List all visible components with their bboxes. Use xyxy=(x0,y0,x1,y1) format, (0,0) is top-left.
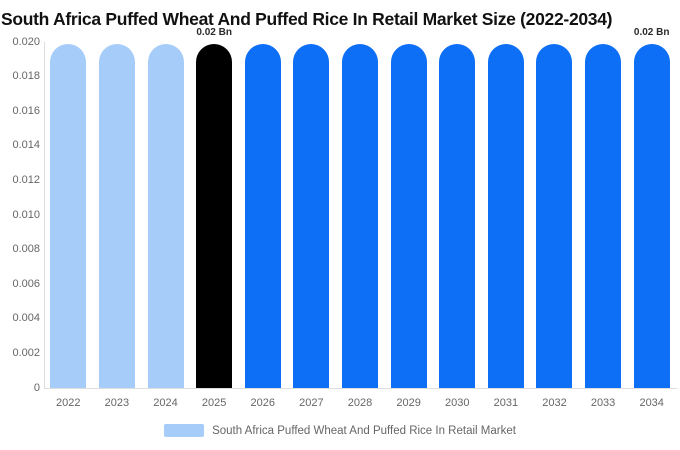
x-tick-2023: 2023 xyxy=(104,397,130,409)
bar-2034[interactable] xyxy=(633,43,670,388)
y-tick-0.012: 0.012 xyxy=(12,173,40,186)
x-tick-2031: 2031 xyxy=(493,397,519,409)
bar-2033[interactable] xyxy=(585,43,622,388)
bar-2027[interactable] xyxy=(293,43,330,388)
y-tick-0.010: 0.010 xyxy=(12,208,40,221)
x-tick-2034: 2034 xyxy=(639,397,664,409)
y-tick-0.018: 0.018 xyxy=(12,70,40,83)
bar-2025[interactable] xyxy=(196,43,233,388)
bar-2030[interactable] xyxy=(439,43,476,388)
annotation-2025: 0.02 Bn xyxy=(196,26,232,38)
x-tick-2029: 2029 xyxy=(396,397,421,409)
legend-swatch xyxy=(164,424,205,437)
bar-2023[interactable] xyxy=(98,43,135,388)
y-tick-0.020: 0.020 xyxy=(12,35,40,48)
bar-2028[interactable] xyxy=(342,43,378,388)
y-tick-0.016: 0.016 xyxy=(12,104,40,117)
bar-2026[interactable] xyxy=(244,43,281,388)
x-tick-2026: 2026 xyxy=(250,397,276,409)
y-tick-0.004: 0.004 xyxy=(12,312,40,325)
x-tick-2028: 2028 xyxy=(347,397,373,409)
x-tick-2022: 2022 xyxy=(56,397,81,409)
x-tick-2025: 2025 xyxy=(201,397,227,409)
x-tick-2027: 2027 xyxy=(299,397,324,409)
y-tick-0.014: 0.014 xyxy=(12,139,40,152)
bar-2031[interactable] xyxy=(487,43,524,388)
y-tick-0: 0 xyxy=(33,381,40,394)
annotation-2034: 0.02 Bn xyxy=(633,26,670,38)
x-tick-2024: 2024 xyxy=(153,397,178,409)
bar-2032[interactable] xyxy=(536,43,573,388)
y-tick-0.006: 0.006 xyxy=(12,277,40,290)
x-tick-2033: 2033 xyxy=(590,397,616,409)
legend-item[interactable]: South Africa Puffed Wheat And Puffed Ric… xyxy=(0,424,680,437)
legend-label: South Africa Puffed Wheat And Puffed Ric… xyxy=(212,424,516,437)
bar-2022[interactable] xyxy=(50,43,87,388)
y-tick-0.008: 0.008 xyxy=(12,243,40,256)
plot-area xyxy=(44,42,677,389)
bar-2029[interactable] xyxy=(390,43,427,388)
bar-2024[interactable] xyxy=(147,43,184,388)
y-tick-0.002: 0.002 xyxy=(12,346,40,359)
x-tick-2030: 2030 xyxy=(444,397,470,409)
x-tick-2032: 2032 xyxy=(542,397,567,409)
chart-title: South Africa Puffed Wheat And Puffed Ric… xyxy=(1,9,613,29)
